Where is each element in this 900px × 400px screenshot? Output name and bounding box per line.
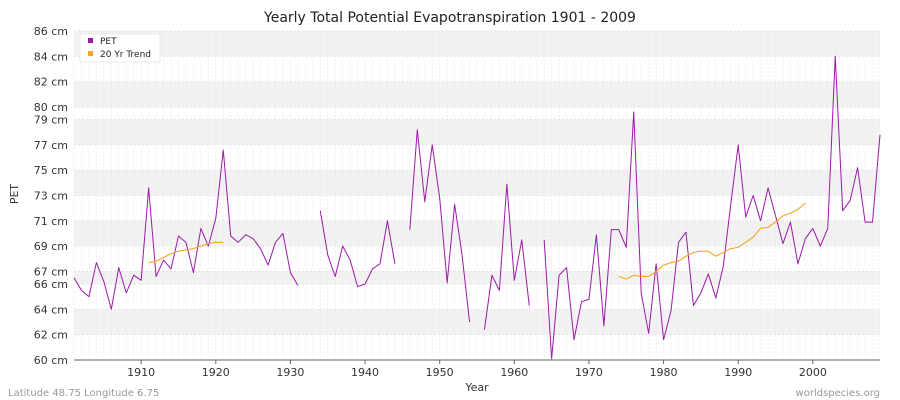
x-tick-label: 1920 (202, 366, 230, 379)
chart-title: Yearly Total Potential Evapotranspiratio… (263, 10, 636, 26)
legend: PET 20 Yr Trend (79, 33, 161, 63)
x-axis: 1910 1920 1930 1940 1950 1960 1970 1980 1990 2000 (127, 360, 827, 379)
series-line-pet (319, 210, 396, 288)
legend-swatch-pet (88, 38, 93, 43)
y-tick-label: 75 cm (34, 164, 68, 177)
grid-band (74, 271, 880, 285)
y-tick-label: 67 cm (34, 265, 68, 278)
x-tick-label: 2000 (799, 366, 827, 379)
y-tick-label: 79 cm (34, 114, 68, 127)
y-axis-label: PET (8, 184, 21, 205)
series-layer (73, 55, 881, 360)
legend-label-trend: 20 Yr Trend (100, 50, 151, 60)
series-line-20-yr-trend (618, 202, 806, 280)
y-tick-label: 84 cm (34, 50, 68, 63)
x-tick-label: 1960 (500, 366, 528, 379)
x-tick-label: 1950 (426, 366, 454, 379)
legend-label-pet: PET (100, 37, 117, 47)
y-tick-label: 71 cm (34, 215, 68, 228)
y-tick-label: 66 cm (34, 278, 68, 291)
x-tick-label: 1990 (724, 366, 752, 379)
x-tick-label: 1980 (650, 366, 678, 379)
y-tick-label: 86 cm (34, 25, 68, 38)
y-tick-label: 69 cm (34, 240, 68, 253)
y-tick-label: 73 cm (34, 190, 68, 203)
x-tick-label: 1910 (127, 366, 155, 379)
y-tick-label: 64 cm (34, 303, 68, 316)
series-line-pet (73, 149, 299, 310)
series-line-20-yr-trend (148, 241, 224, 264)
grid-band (74, 81, 880, 107)
legend-swatch-trend (88, 51, 93, 56)
y-tick-label: 82 cm (34, 76, 68, 89)
series-line-pet (483, 183, 530, 330)
y-tick-label: 77 cm (34, 139, 68, 152)
y-tick-label: 62 cm (34, 329, 68, 342)
y-tick-label: 60 cm (34, 354, 68, 367)
y-tick-label: 80 cm (34, 101, 68, 114)
series-line-pet (409, 129, 471, 323)
x-tick-label: 1930 (276, 366, 304, 379)
footer-coordinates: Latitude 48.75 Longitude 6.75 (8, 388, 159, 399)
legend-box (79, 33, 161, 63)
x-tick-label: 1970 (575, 366, 603, 379)
grid (73, 30, 881, 361)
series-line-pet (543, 55, 881, 360)
footer-source: worldspecies.org (796, 388, 880, 399)
x-axis-label: Year (464, 381, 489, 394)
x-tick-label: 1940 (351, 366, 379, 379)
grid-band (74, 309, 880, 335)
